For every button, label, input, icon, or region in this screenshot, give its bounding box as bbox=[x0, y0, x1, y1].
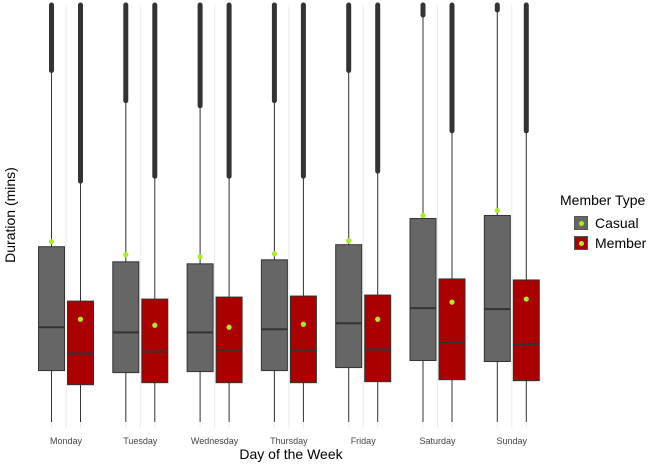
legend-item-casual: Casual bbox=[560, 213, 646, 233]
legend-label-casual: Casual bbox=[595, 215, 639, 231]
box-friday-member-mean bbox=[375, 316, 381, 322]
x-tick-friday: Friday bbox=[351, 436, 377, 446]
box-tuesday-member-mean bbox=[152, 322, 158, 328]
box-monday-member-iqr bbox=[67, 300, 94, 386]
box-wednesday-member-mean bbox=[226, 324, 232, 330]
x-axis-title: Day of the Week bbox=[239, 446, 343, 462]
box-tuesday-casual-mean bbox=[123, 252, 129, 258]
box-thursday-member-mean bbox=[300, 321, 306, 327]
box-saturday-member-iqr bbox=[438, 278, 466, 381]
box-saturday-casual-iqr bbox=[409, 218, 437, 362]
box-friday-casual-iqr bbox=[335, 244, 363, 369]
x-tick-thursday: Thursday bbox=[270, 436, 308, 446]
x-tick-sunday: Sunday bbox=[497, 436, 528, 446]
box-wednesday-casual-mean bbox=[197, 254, 203, 260]
legend-key-casual bbox=[574, 216, 588, 230]
box-friday-casual-mean bbox=[346, 238, 352, 244]
box-thursday-casual-iqr bbox=[260, 259, 288, 372]
legend-item-member: Member bbox=[560, 233, 646, 253]
box-thursday-member-iqr bbox=[289, 295, 317, 384]
box-saturday-member-mean bbox=[449, 299, 455, 305]
x-tick-labels: Monday Tuesday Wednesday Thursday Friday Satu… bbox=[50, 436, 528, 446]
box-friday-member-iqr bbox=[364, 294, 392, 383]
x-tick-saturday: Saturday bbox=[419, 436, 456, 446]
box-sunday-casual-iqr bbox=[483, 214, 511, 363]
legend: Member Type Casual Member bbox=[560, 192, 646, 253]
box-wednesday-casual-iqr bbox=[186, 263, 214, 373]
box-tuesday-casual-iqr bbox=[112, 261, 140, 374]
box-sunday-casual-mean bbox=[494, 207, 500, 214]
box-monday-casual-mean bbox=[48, 239, 55, 245]
legend-label-member: Member bbox=[595, 235, 647, 251]
box-sunday-member-mean bbox=[523, 296, 529, 302]
box-monday-casual-iqr bbox=[38, 246, 65, 372]
box-sunday-member-iqr bbox=[512, 279, 540, 382]
box-wednesday-member-iqr bbox=[215, 296, 243, 384]
legend-title: Member Type bbox=[560, 192, 646, 208]
box-thursday-casual-mean bbox=[271, 251, 277, 257]
box-series bbox=[38, 2, 540, 422]
x-tick-tuesday: Tuesday bbox=[123, 436, 158, 446]
y-axis-title: Duration (mins) bbox=[2, 167, 18, 263]
x-tick-monday: Monday bbox=[50, 436, 83, 446]
box-saturday-casual-mean bbox=[420, 212, 426, 219]
box-tuesday-member-iqr bbox=[141, 298, 169, 384]
legend-key-member bbox=[574, 236, 588, 250]
x-tick-wednesday: Wednesday bbox=[191, 436, 239, 446]
box-monday-member-mean bbox=[77, 316, 84, 322]
